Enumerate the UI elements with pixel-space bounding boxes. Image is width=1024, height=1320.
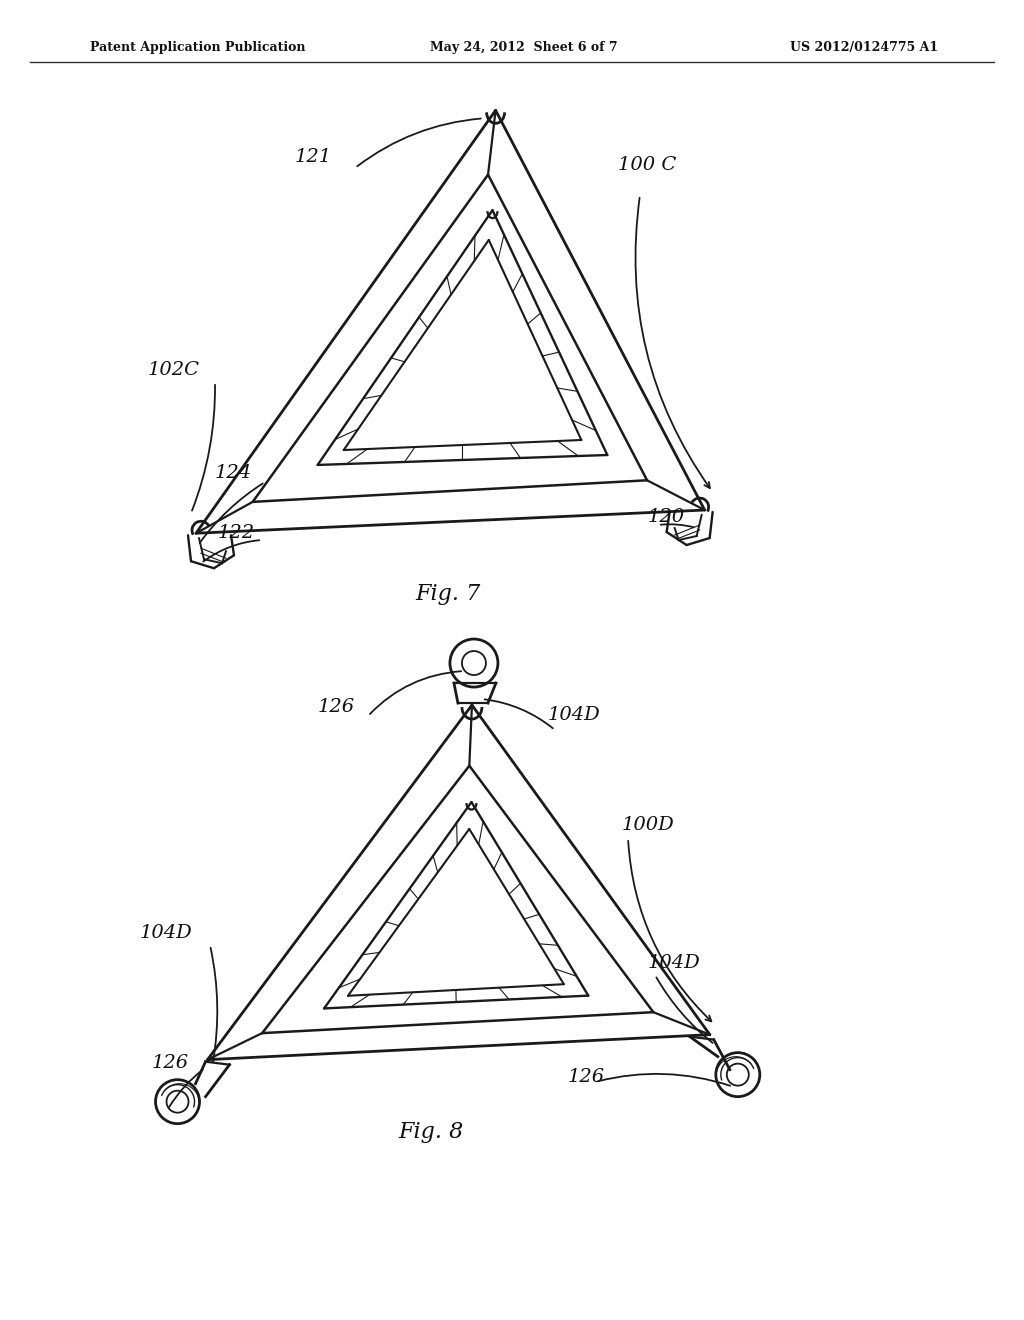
- Text: 100D: 100D: [622, 816, 675, 834]
- Text: 104D: 104D: [548, 706, 601, 723]
- Text: 102C: 102C: [148, 360, 200, 379]
- Text: 126: 126: [568, 1068, 605, 1086]
- Text: 124: 124: [215, 465, 252, 482]
- Text: 104D: 104D: [648, 954, 700, 972]
- Text: US 2012/0124775 A1: US 2012/0124775 A1: [790, 41, 938, 54]
- Text: Fig. 8: Fig. 8: [398, 1121, 463, 1143]
- Text: 104D: 104D: [140, 924, 193, 942]
- Text: 126: 126: [318, 698, 355, 715]
- Text: 126: 126: [152, 1053, 189, 1072]
- Text: 121: 121: [295, 148, 332, 166]
- Text: Fig. 7: Fig. 7: [415, 583, 480, 605]
- Text: May 24, 2012  Sheet 6 of 7: May 24, 2012 Sheet 6 of 7: [430, 41, 617, 54]
- Text: Patent Application Publication: Patent Application Publication: [90, 41, 305, 54]
- Text: 122: 122: [218, 524, 255, 543]
- Text: 120: 120: [648, 508, 685, 525]
- Text: 100 C: 100 C: [618, 156, 676, 174]
